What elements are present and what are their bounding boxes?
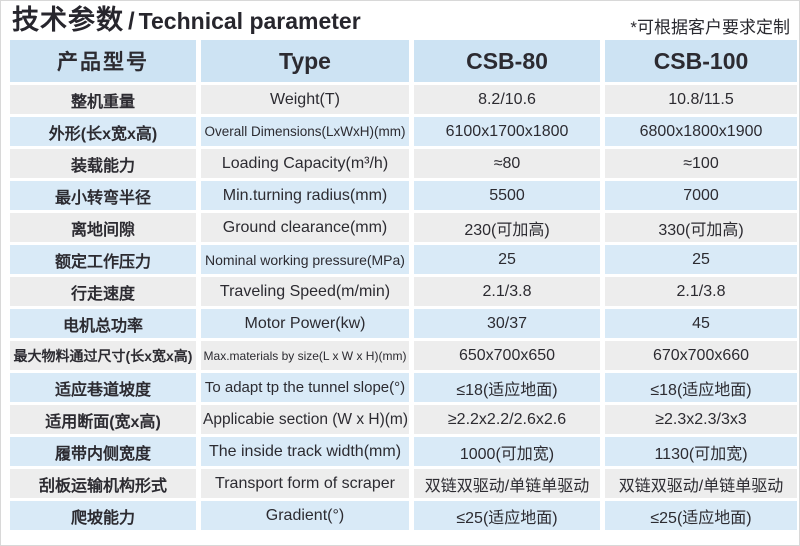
value-csb100: 1130(可加宽) [605,437,797,466]
spec-name-zh: 电机总功率 [10,309,196,338]
spec-name-zh: 刮板运输机构形式 [10,469,196,498]
value-csb100: 双链双驱动/单链单驱动 [605,469,797,498]
customization-note: *可根据客户要求定制 [630,18,790,37]
spec-name-zh: 装载能力 [10,149,196,178]
spec-name-zh: 离地间隙 [10,213,196,242]
value-csb100: ≤18(适应地面) [605,373,797,402]
value-csb100: ≤25(适应地面) [605,501,797,530]
spec-name-zh: 最小转弯半径 [10,181,196,210]
value-csb80: ≈80 [414,149,600,178]
value-csb100: 6800x1800x1900 [605,117,797,146]
spec-name-en: Traveling Speed(m/min) [201,277,409,306]
spec-name-zh: 爬坡能力 [10,501,196,530]
value-csb80: 5500 [414,181,600,210]
spec-name-zh: 适用断面(宽x高) [10,405,196,434]
value-csb80: 8.2/10.6 [414,85,600,114]
value-csb80: ≤25(适应地面) [414,501,600,530]
spec-table: 产品型号 Type CSB-80 CSB-100 整机重量 Weight(T) … [10,40,797,530]
page-header: 技术参数 / Technical parameter *可根据客户要求定制 [12,3,790,42]
spec-name-en: Ground clearance(mm) [201,213,409,242]
spec-name-zh: 整机重量 [10,85,196,114]
col-header-csb100: CSB-100 [605,40,797,82]
spec-name-zh: 外形(长x宽x高) [10,117,196,146]
title-separator: / [128,8,135,35]
spec-name-zh: 适应巷道坡度 [10,373,196,402]
spec-name-zh: 履带内侧宽度 [10,437,196,466]
spec-name-zh: 行走速度 [10,277,196,306]
value-csb80: 650x700x650 [414,341,600,370]
value-csb80: 双链双驱动/单链单驱动 [414,469,600,498]
value-csb100: 330(可加高) [605,213,797,242]
page-title-zh: 技术参数 [12,5,124,35]
value-csb80: 2.1/3.8 [414,277,600,306]
spec-name-en: Gradient(°) [201,501,409,530]
spec-name-en: Overall Dimensions(LxWxH)(mm) [201,117,409,146]
spec-name-zh: 最大物料通过尺寸(长x宽x高) [10,341,196,370]
col-header-csb80: CSB-80 [414,40,600,82]
value-csb100: 7000 [605,181,797,210]
value-csb80: ≥2.2x2.2/2.6x2.6 [414,405,600,434]
page-title-en: Technical parameter [138,8,361,34]
value-csb100: ≈100 [605,149,797,178]
spec-name-en: To adapt tp the tunnel slope(°) [201,373,409,402]
page-title: 技术参数 / Technical parameter [12,3,361,42]
value-csb80: 30/37 [414,309,600,338]
value-csb100: 25 [605,245,797,274]
spec-name-en: Motor Power(kw) [201,309,409,338]
spec-name-en: Max.materials by size(L x W x H)(mm) [201,341,409,370]
spec-name-en: Loading Capacity(m³/h) [201,149,409,178]
value-csb80: 6100x1700x1800 [414,117,600,146]
value-csb80: 25 [414,245,600,274]
spec-name-en: The inside track width(mm) [201,437,409,466]
spec-name-en: Weight(T) [201,85,409,114]
value-csb100: 45 [605,309,797,338]
value-csb100: ≥2.3x2.3/3x3 [605,405,797,434]
spec-name-en: Applicabie section (W x H)(m) [201,405,409,434]
value-csb80: 1000(可加宽) [414,437,600,466]
value-csb100: 2.1/3.8 [605,277,797,306]
spec-name-zh: 额定工作压力 [10,245,196,274]
spec-name-en: Transport form of scraper [201,469,409,498]
value-csb80: 230(可加高) [414,213,600,242]
value-csb100: 10.8/11.5 [605,85,797,114]
col-header-type: Type [201,40,409,82]
spec-name-en: Nominal working pressure(MPa) [201,245,409,274]
value-csb100: 670x700x660 [605,341,797,370]
value-csb80: ≤18(适应地面) [414,373,600,402]
col-header-product-model: 产品型号 [10,40,196,82]
spec-name-en: Min.turning radius(mm) [201,181,409,210]
